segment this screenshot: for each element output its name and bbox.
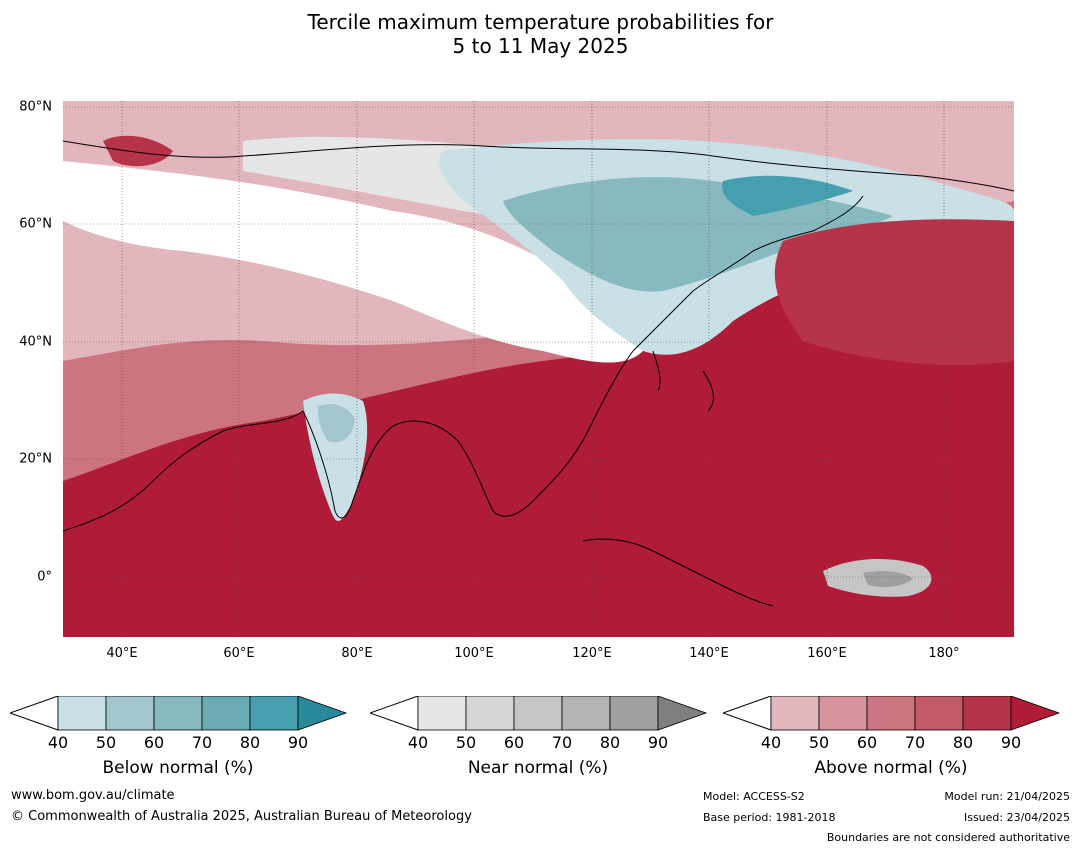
cbar-near-tick: 40 (407, 733, 429, 752)
cbar-above-swatch-5 (962, 696, 1012, 731)
cbar-below-swatch-4 (201, 696, 251, 731)
colorbar-above-normal (723, 696, 1061, 731)
cbar-near-swatch-4 (561, 696, 611, 731)
cbar-below-tick: 90 (287, 733, 309, 752)
zone-below-strong (722, 175, 853, 216)
cbar-above-tick: 70 (904, 733, 926, 752)
colorbar-above-title: Above normal (%) (814, 758, 968, 778)
cbar-near-swatch-1 (417, 696, 467, 731)
lon-label-60e: 60°E (223, 646, 255, 661)
graticule (63, 101, 1014, 637)
cbar-above-swatch-6 (1010, 696, 1061, 731)
cbar-above-swatch-4 (914, 696, 964, 731)
coastlines (63, 140, 1014, 607)
lat-label-0: 0° (37, 569, 52, 585)
cbar-below-tick: 70 (191, 733, 213, 752)
lon-label-40e: 40°E (106, 646, 138, 661)
zone-near-pacific-core (863, 571, 913, 587)
cbar-above-swatch-3 (866, 696, 916, 731)
cbar-near-swatch-5 (609, 696, 659, 731)
colorbar-near-title: Near normal (%) (467, 758, 609, 778)
cbar-below-swatch-3 (153, 696, 203, 731)
cbar-near-tick: 60 (503, 733, 525, 752)
lon-label-140e: 140°E (689, 646, 729, 661)
title-line-2: 5 to 11 May 2025 (452, 34, 629, 58)
cbar-near-swatch-6 (657, 696, 708, 731)
cbar-below-tick: 60 (143, 733, 165, 752)
cbar-below-swatch-2 (105, 696, 155, 731)
zone-above-pacific (774, 219, 1014, 365)
lon-label-180: 180° (928, 646, 960, 661)
cbar-near-swatch-2 (465, 696, 515, 731)
lat-label-60n: 60°N (19, 216, 52, 232)
cbar-above-tick: 80 (952, 733, 974, 752)
cbar-near-tick: 90 (647, 733, 669, 752)
colorbar-below-title: Below normal (%) (102, 758, 254, 778)
cbar-near-tick: 70 (551, 733, 573, 752)
cbar-above-swatch-2 (818, 696, 868, 731)
cbar-near-tick: 80 (599, 733, 621, 752)
cbar-below-swatch-5 (249, 696, 299, 731)
zone-below-india-core (317, 404, 355, 443)
lat-label-80n: 80°N (19, 99, 52, 115)
model-run-text: Model run: 21/04/2025 (944, 790, 1070, 803)
model-text: Model: ACCESS-S2 (703, 790, 805, 803)
colorbar-near-normal (370, 696, 708, 731)
cbar-below-swatch-1 (57, 696, 107, 731)
cbar-below-swatch-6 (297, 696, 348, 731)
map-canvas (63, 101, 1014, 637)
issued-text: Issued: 23/04/2025 (963, 811, 1070, 824)
zone-above-north (103, 135, 173, 167)
cbar-above-tick: 90 (1000, 733, 1022, 752)
cbar-above-tick: 50 (808, 733, 830, 752)
lon-label-100e: 100°E (454, 646, 494, 661)
cbar-near-swatch-3 (513, 696, 563, 731)
boundaries-disclaimer: Boundaries are not considered authoritat… (826, 831, 1070, 844)
cbar-below-tick: 50 (95, 733, 117, 752)
map-title: Tercile maximum temperature probabilitie… (0, 10, 1081, 58)
zone-neutral (63, 161, 643, 363)
title-line-1: Tercile maximum temperature probabilitie… (307, 10, 774, 34)
lat-label-20n: 20°N (19, 451, 52, 467)
cbar-above-tick: 40 (760, 733, 782, 752)
colorbar-below-normal (10, 696, 348, 731)
cbar-below-tick: 40 (47, 733, 69, 752)
cbar-above-swatch-1 (770, 696, 820, 731)
cbar-near-tick: 50 (455, 733, 477, 752)
lon-label-120e: 120°E (572, 646, 612, 661)
copyright-text: © Commonwealth of Australia 2025, Austra… (11, 809, 472, 824)
website-link[interactable]: www.bom.gov.au/climate (11, 788, 175, 803)
cbar-below-tick: 80 (239, 733, 261, 752)
lon-label-80e: 80°E (341, 646, 373, 661)
lat-label-40n: 40°N (19, 334, 52, 350)
base-period-text: Base period: 1981-2018 (703, 811, 836, 824)
cbar-above-tick: 60 (856, 733, 878, 752)
lon-label-160e: 160°E (807, 646, 847, 661)
